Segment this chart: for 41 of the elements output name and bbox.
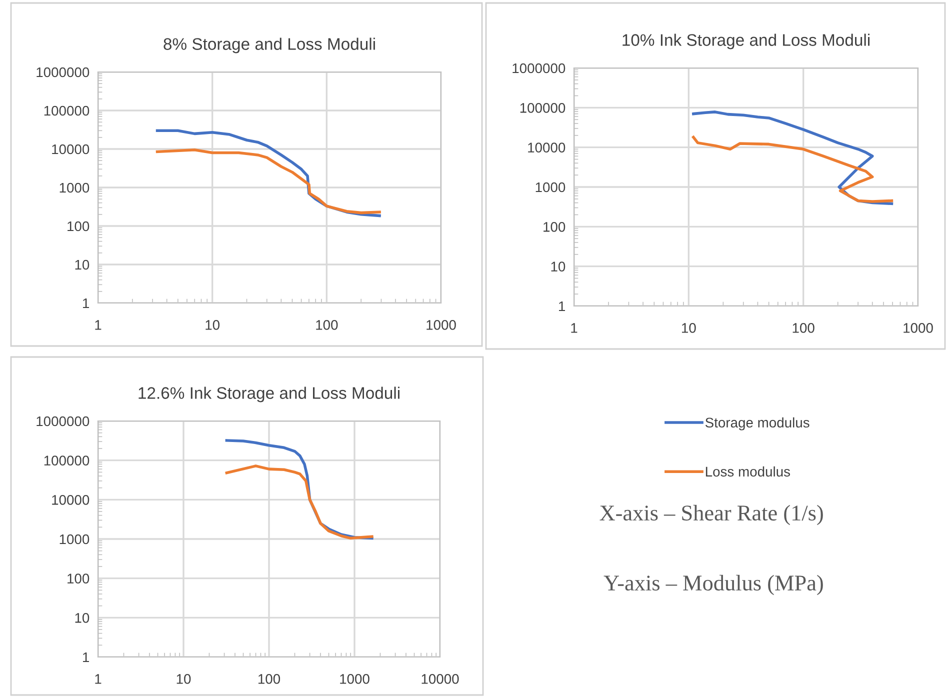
y-tick-label: 1 xyxy=(559,301,565,312)
y-tick-label: 100000 xyxy=(520,103,566,113)
y-tick-label: 100 xyxy=(544,222,566,232)
y-tick-label: 1 xyxy=(83,652,89,662)
x-tick-label: 100 xyxy=(258,674,280,684)
y-tick-label: 10000 xyxy=(52,144,90,154)
y-tick-label: 10000 xyxy=(52,495,90,505)
y-tick-label: 100000 xyxy=(44,106,90,116)
y-tick-label: 10 xyxy=(75,260,90,270)
y-tick-label: 10000 xyxy=(528,142,566,153)
x-tick-label: 10 xyxy=(176,674,191,684)
x-tick-label: 10 xyxy=(682,323,696,333)
x-tick-label: 10000 xyxy=(422,674,459,684)
chart-title: 12.6% Ink Storage and Loss Moduli xyxy=(138,386,400,402)
y-tick-label: 1000000 xyxy=(36,67,90,78)
chart-title: 8% Storage and Loss Moduli xyxy=(164,38,375,54)
y-tick-label: 100 xyxy=(68,221,90,232)
legend-label: Storage modulus xyxy=(705,417,810,430)
text: X-axis – Shear Rate (1/s) xyxy=(600,504,823,526)
x-tick-label: 100 xyxy=(316,320,338,330)
chart-title: 10% Ink Storage and Loss Moduli xyxy=(622,34,870,50)
x-tick-label: 100 xyxy=(792,323,814,333)
y-tick-label: 1 xyxy=(83,298,89,308)
x-tick-label: 1 xyxy=(571,323,578,333)
x-tick-label: 1000 xyxy=(340,674,370,684)
y-tick-label: 10 xyxy=(551,262,566,272)
y-tick-label: 1000000 xyxy=(512,63,566,74)
y-tick-label: 1000 xyxy=(536,182,566,192)
y-tick-label: 10 xyxy=(75,613,90,623)
x-tick-label: 10 xyxy=(206,320,220,330)
x-tick-label: 1 xyxy=(95,674,102,684)
y-tick-label: 100 xyxy=(68,574,90,584)
x-tick-label: 1 xyxy=(95,320,102,330)
legend-label: Loss modulus xyxy=(706,466,790,477)
text: Y-axis – Modulus (MPa) xyxy=(604,574,823,596)
x-tick-label: 1000 xyxy=(904,323,933,333)
y-tick-label: 1000 xyxy=(60,182,90,193)
y-tick-label: 1000 xyxy=(60,534,90,544)
x-tick-label: 1000 xyxy=(426,320,456,330)
y-tick-label: 100000 xyxy=(44,456,90,466)
y-tick-label: 1000000 xyxy=(36,416,90,426)
